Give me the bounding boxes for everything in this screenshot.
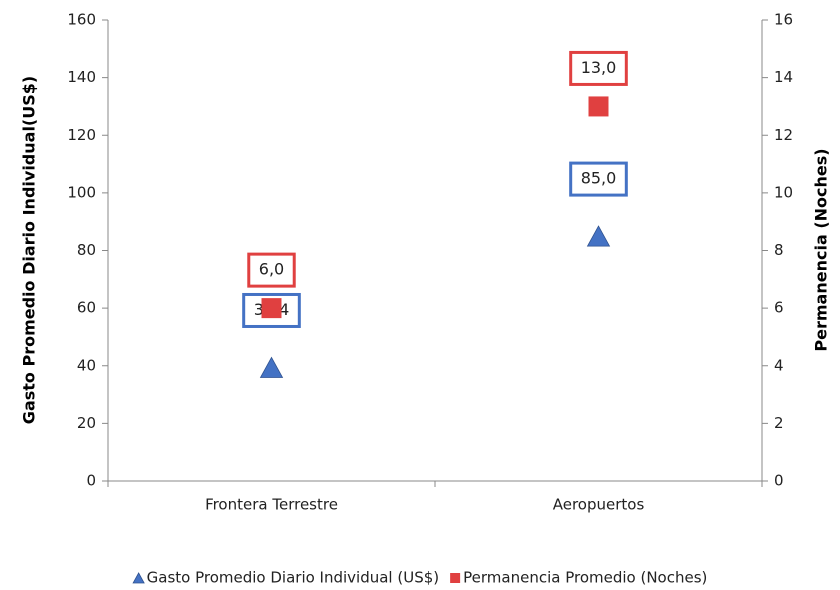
marker bbox=[132, 572, 145, 584]
data-label-box bbox=[569, 50, 628, 86]
data-label-text: 85,0 bbox=[581, 169, 617, 188]
y2-tick-label: 8 bbox=[774, 241, 784, 259]
y-tick-label: 20 bbox=[77, 414, 96, 432]
y-tick-label: 140 bbox=[67, 68, 96, 86]
y-tick-label: 0 bbox=[86, 472, 96, 490]
marker bbox=[450, 573, 461, 583]
y-tick-label: 60 bbox=[77, 299, 96, 317]
y-tick-label: 80 bbox=[77, 241, 96, 259]
marker bbox=[588, 96, 609, 117]
y-tick-label: 120 bbox=[67, 126, 96, 144]
data-label-box bbox=[247, 252, 296, 288]
legend-label: Permanencia Promedio (Noches) bbox=[463, 569, 707, 587]
y2-tick-label: 4 bbox=[774, 356, 784, 374]
y2-tick-label: 12 bbox=[774, 126, 793, 144]
y-tick-label: 100 bbox=[67, 183, 96, 201]
marker bbox=[259, 356, 284, 378]
data-label-text: 13,0 bbox=[581, 58, 617, 77]
legend: Gasto Promedio Diario Individual (US$) Pe… bbox=[132, 569, 707, 587]
y-axis-title: Gasto Promedio Diario Individual(US$) bbox=[20, 76, 39, 424]
marker bbox=[586, 225, 611, 247]
y2-tick-label: 2 bbox=[774, 414, 784, 432]
y2-tick-label: 14 bbox=[774, 68, 793, 86]
y2-tick-label: 6 bbox=[774, 299, 784, 317]
y2-axis-title: Permanencia (Noches) bbox=[812, 148, 831, 351]
data-label: 85,0 bbox=[569, 161, 628, 197]
data-label-text: 6,0 bbox=[259, 260, 284, 279]
data-label: 6,0 bbox=[247, 252, 296, 288]
y2-tick-label: 16 bbox=[774, 11, 793, 29]
data-label-box bbox=[569, 161, 628, 197]
data-label: 13,0 bbox=[569, 50, 628, 86]
y2-tick-label: 0 bbox=[774, 472, 784, 490]
y-tick-label: 40 bbox=[77, 356, 96, 374]
y-tick-label: 160 bbox=[67, 11, 96, 29]
legend-label: Gasto Promedio Diario Individual (US$) bbox=[147, 569, 440, 587]
x-tick-label: Aeropuertos bbox=[553, 496, 645, 514]
x-tick-label: Frontera Terrestre bbox=[205, 496, 338, 514]
y2-tick-label: 10 bbox=[774, 183, 793, 201]
marker bbox=[261, 298, 282, 319]
